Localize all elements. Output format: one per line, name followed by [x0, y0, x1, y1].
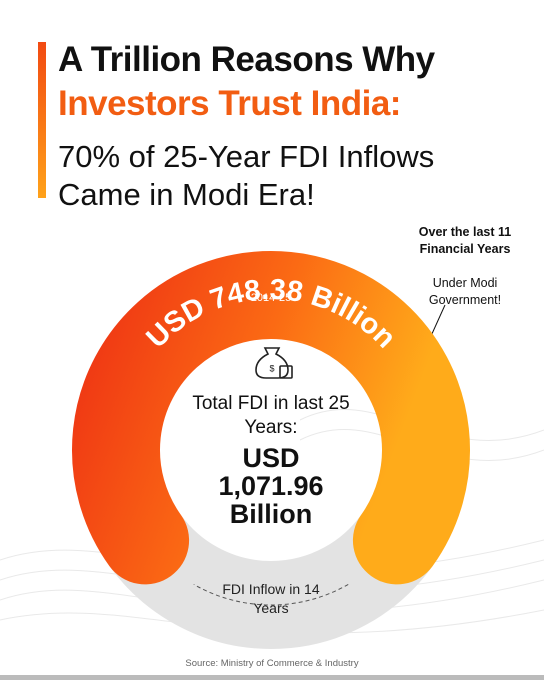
money-bag-icon: $ [255, 347, 293, 379]
annotation-pointer [430, 304, 446, 337]
footer-bar [0, 675, 544, 680]
title-highlight: Investors Trust India: [58, 84, 401, 123]
source: Source: Ministry of Commerce & Industry [185, 658, 359, 669]
segment-label: FDI Inflow in 14 Years [222, 581, 320, 616]
donut-segment [72, 251, 470, 585]
title: A Trillion Reasons Why [58, 40, 435, 79]
center-text: Total FDI in last 25 Years: [192, 393, 350, 438]
category-label: 2014-25 [251, 292, 291, 304]
annotation-bold: Over the last 11 Financial Years [418, 225, 512, 256]
annotation: Under Modi Government! [428, 276, 502, 307]
subtitle: 70% of 25-Year FDI Inflows Came in Modi … [58, 139, 435, 212]
svg-text:$: $ [269, 363, 274, 373]
accent-bar [38, 42, 46, 198]
dashed-guide [193, 583, 349, 606]
center-total: USD 1,071.96 Billion [218, 443, 324, 529]
